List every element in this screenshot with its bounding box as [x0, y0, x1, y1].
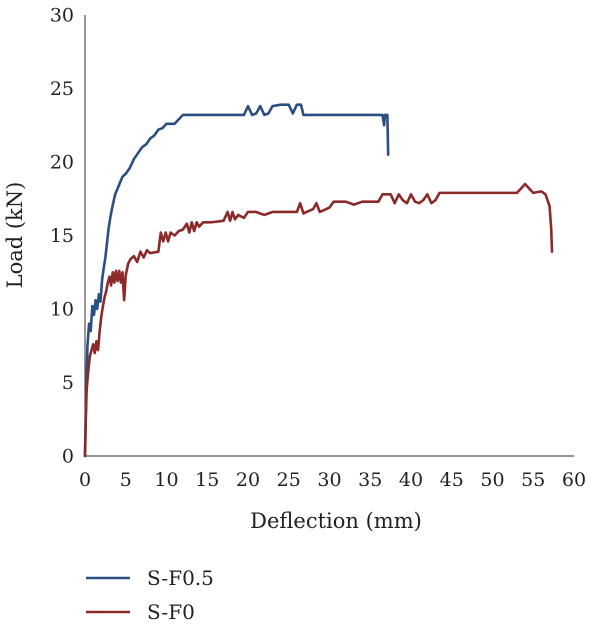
- x-tick-label: 20: [236, 469, 260, 491]
- x-tick-label: 45: [440, 469, 464, 491]
- series-line-s-f05: [83, 103, 390, 458]
- x-tick-label: 35: [358, 469, 382, 491]
- x-tick-labels: 0 5 10 15 20 25 30 35 40 45 50 55 60: [79, 469, 586, 491]
- x-tick-label: 10: [154, 469, 178, 491]
- legend-label: S-F0: [147, 600, 195, 624]
- x-tick-label: 0: [79, 469, 91, 491]
- y-axis-title: Load (kN): [3, 182, 27, 289]
- y-tick-label: 25: [50, 78, 74, 100]
- y-tick-labels: 0 5 10 15 20 25 30: [50, 5, 74, 468]
- x-tick-label: 50: [480, 469, 504, 491]
- legend: S-F0.5 S-F0: [86, 566, 214, 624]
- y-tick-label: 10: [50, 299, 74, 321]
- y-tick-label: 20: [50, 152, 74, 174]
- axes: [84, 15, 574, 457]
- x-tick-label: 60: [562, 469, 586, 491]
- series-line-s-f0: [83, 182, 554, 458]
- legend-label: S-F0.5: [147, 566, 214, 590]
- y-tick-label: 5: [62, 372, 74, 394]
- y-tick-label: 15: [50, 225, 74, 247]
- x-tick-label: 5: [120, 469, 132, 491]
- plot-series: [83, 103, 554, 458]
- x-tick-label: 30: [317, 469, 341, 491]
- x-tick-label: 40: [399, 469, 423, 491]
- x-tick-label: 55: [521, 469, 545, 491]
- x-axis-title: Deflection (mm): [250, 509, 422, 533]
- y-tick-label: 0: [62, 446, 74, 468]
- y-tick-label: 30: [50, 5, 74, 27]
- x-tick-label: 25: [277, 469, 301, 491]
- x-tick-label: 15: [195, 469, 219, 491]
